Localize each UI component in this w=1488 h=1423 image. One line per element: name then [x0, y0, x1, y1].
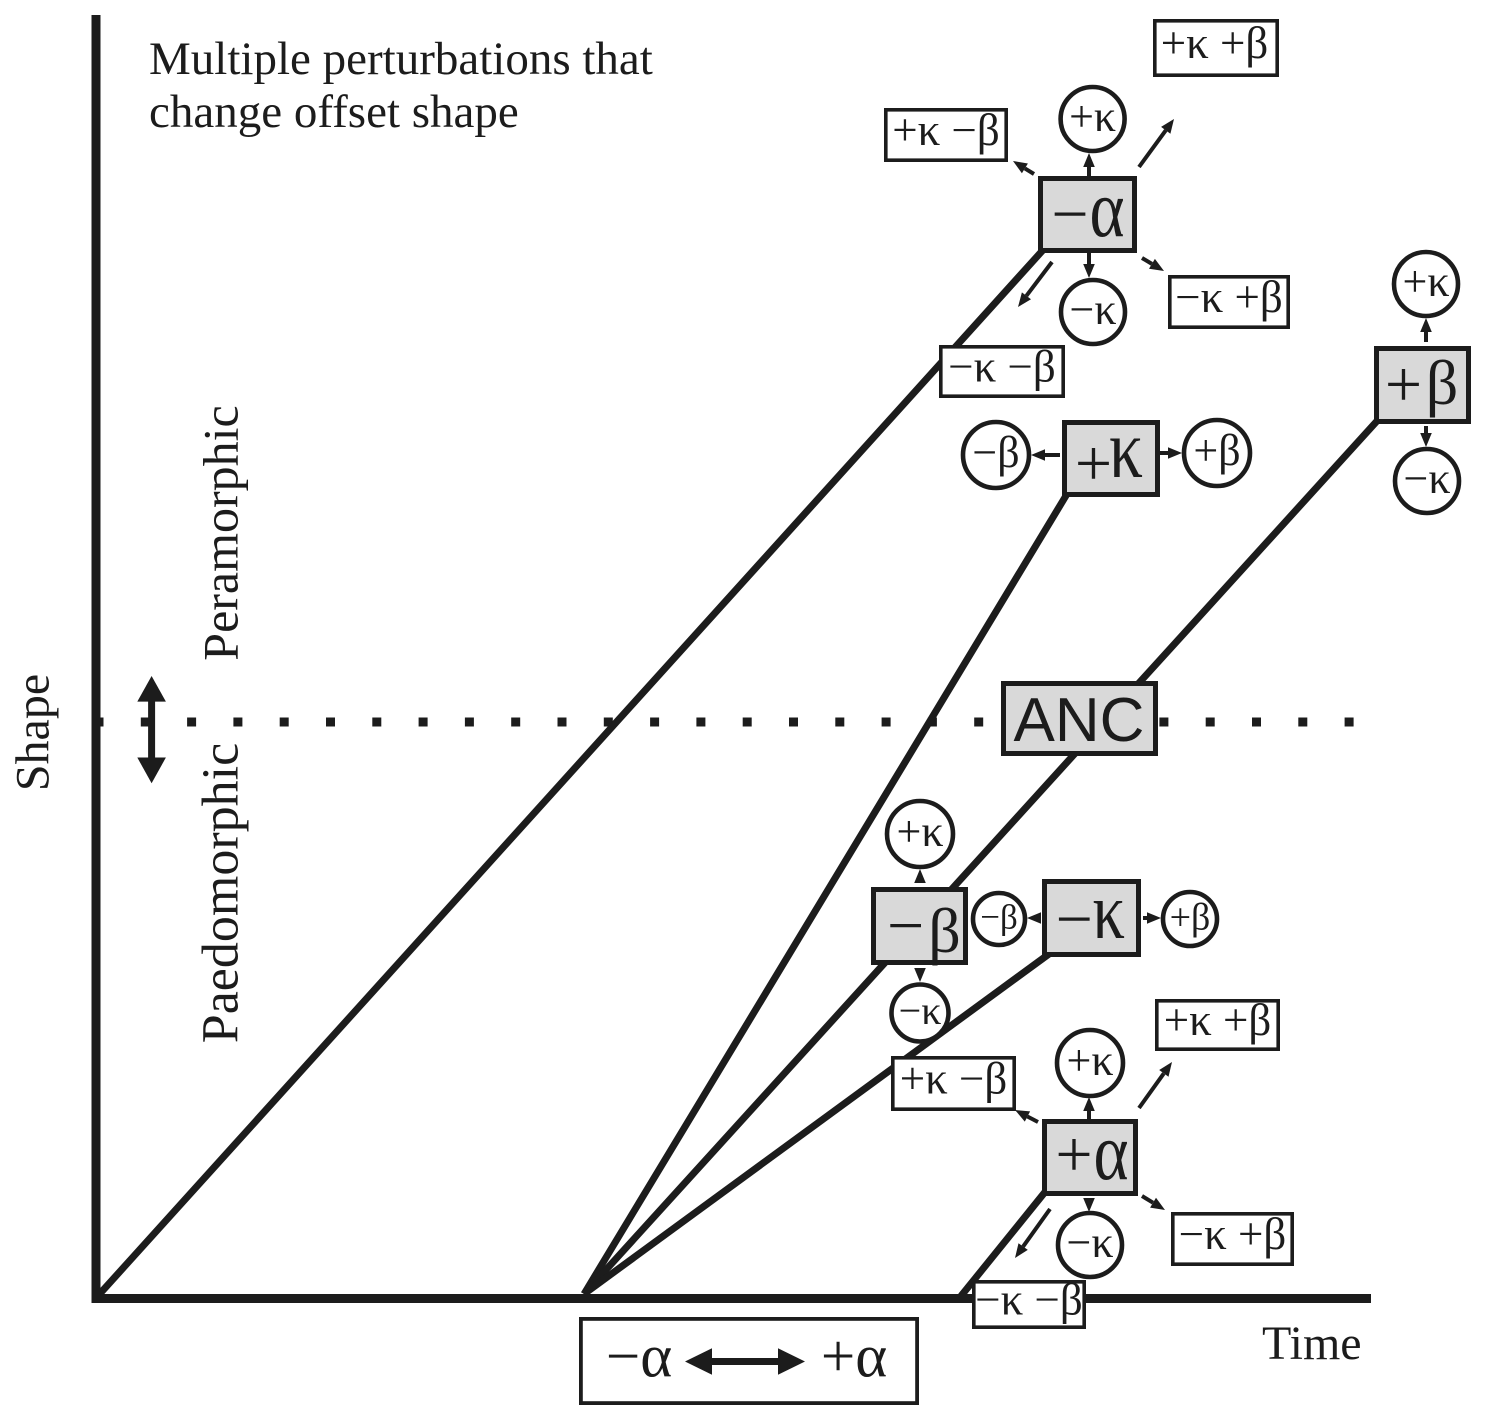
svg-text:−κ −β: −κ −β	[975, 1275, 1083, 1325]
svg-text:−κ +β: −κ +β	[1179, 1209, 1287, 1259]
svg-text:−κ: −κ	[1067, 1218, 1114, 1267]
svg-text:−: −	[887, 890, 924, 963]
svg-text:Shape: Shape	[7, 674, 60, 791]
svg-text:+β: +β	[1193, 426, 1240, 475]
svg-text:−κ: −κ	[1070, 285, 1117, 334]
svg-text:α: α	[1094, 1106, 1129, 1197]
svg-text:+κ +β: +κ +β	[1164, 995, 1272, 1045]
svg-text:+κ −β: +κ −β	[892, 105, 1000, 155]
svg-text:−κ +β: −κ +β	[1175, 272, 1283, 322]
svg-text:β: β	[928, 895, 961, 966]
svg-text:+α: +α	[821, 1324, 887, 1391]
svg-text:ANC: ANC	[1014, 686, 1145, 755]
svg-text:+: +	[1075, 427, 1112, 500]
svg-text:Paedomorphic: Paedomorphic	[193, 743, 250, 1043]
svg-text:+κ: +κ	[1067, 1036, 1114, 1085]
svg-text:+: +	[1055, 1118, 1092, 1191]
svg-text:+κ: +κ	[897, 807, 944, 856]
svg-text:Multiple perturbations that: Multiple perturbations that	[149, 33, 653, 85]
svg-text:+κ −β: +κ −β	[900, 1054, 1008, 1104]
svg-text:+β: +β	[1170, 896, 1211, 938]
svg-text:+κ: +κ	[1069, 92, 1116, 141]
svg-text:α: α	[1090, 163, 1125, 254]
svg-text:−β: −β	[980, 898, 1018, 937]
svg-text:+κ: +κ	[1403, 257, 1450, 306]
svg-text:change offset shape: change offset shape	[149, 86, 519, 138]
svg-text:κ: κ	[1092, 868, 1125, 956]
svg-text:κ: κ	[1109, 403, 1143, 496]
svg-text:−α: −α	[606, 1324, 672, 1391]
svg-text:−: −	[1056, 883, 1093, 956]
svg-text:−κ −β: −κ −β	[948, 342, 1056, 392]
svg-text:Peramorphic: Peramorphic	[193, 405, 249, 660]
svg-text:β: β	[1426, 347, 1459, 418]
svg-text:+: +	[1385, 348, 1422, 421]
svg-text:+κ +β: +κ +β	[1161, 18, 1269, 68]
svg-text:Time: Time	[1262, 1317, 1362, 1370]
svg-text:−β: −β	[972, 428, 1019, 477]
svg-text:−κ: −κ	[1404, 454, 1451, 503]
svg-text:−κ: −κ	[899, 988, 942, 1033]
svg-text:−: −	[1051, 178, 1088, 251]
